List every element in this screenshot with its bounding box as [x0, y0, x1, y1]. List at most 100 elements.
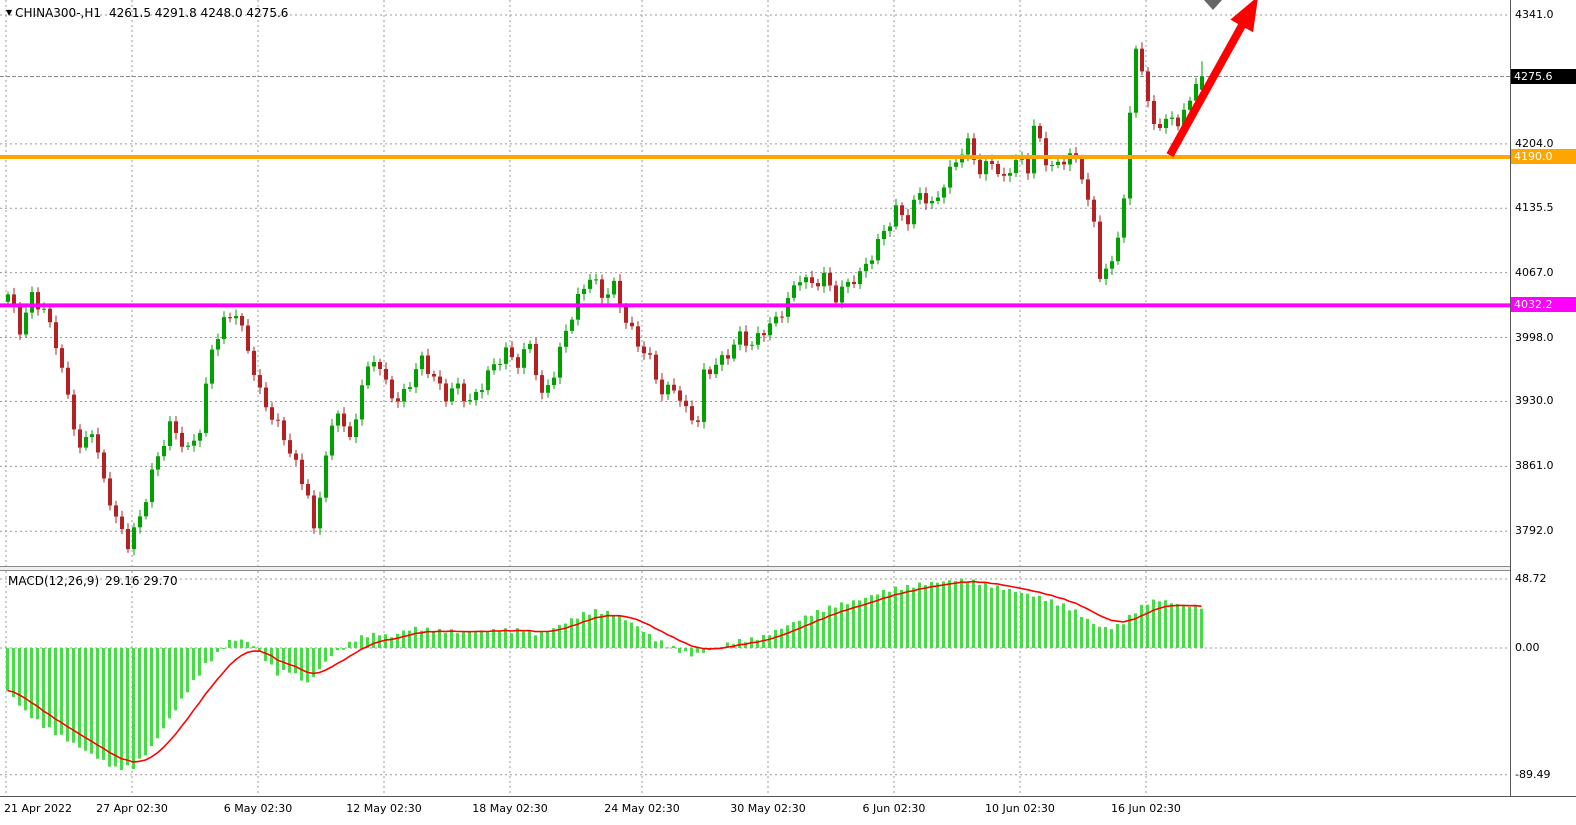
price-axis-label: 3792.0	[1515, 524, 1554, 538]
candle-body	[12, 294, 16, 307]
price-axis[interactable]: 4341.0 4275.6 4204.0 4190.0 4135.5 4067.0 4032…	[1510, 0, 1576, 796]
macd-bar	[138, 648, 141, 759]
price-axis-label: 3998.0	[1515, 330, 1554, 344]
candle-body	[660, 379, 664, 395]
macd-bar	[390, 637, 393, 649]
macd-bar	[222, 648, 225, 650]
candle-body	[474, 391, 478, 401]
candle-body	[636, 326, 640, 347]
macd-bar	[612, 616, 615, 649]
macd-bar	[384, 634, 387, 649]
candle-body	[1188, 100, 1192, 110]
macd-bar	[780, 628, 783, 649]
macd-bar	[918, 582, 921, 649]
candle-body	[312, 495, 316, 529]
candle-body	[354, 419, 358, 438]
macd-bar	[810, 615, 813, 649]
price-tag-current: 4275.6	[1511, 68, 1576, 84]
macd-bar	[294, 648, 297, 674]
macd-bar	[666, 647, 669, 649]
macd-bar	[774, 630, 777, 649]
symbol-ohlc-values: 4261.5 4291.8 4248.0 4275.6	[109, 6, 289, 20]
macd-bar	[246, 641, 249, 649]
macd-bar	[552, 628, 555, 649]
candle-body	[60, 348, 64, 368]
macd-bar	[468, 632, 471, 649]
candlestick-chart[interactable]	[0, 0, 1510, 566]
time-axis[interactable]: 21 Apr 2022 27 Apr 02:30 6 May 02:30 12 May…	[0, 796, 1576, 825]
macd-indicator-label: MACD(12,26,9) 29.16 29.70	[8, 574, 178, 588]
candle-body	[1038, 125, 1042, 139]
candle-body	[510, 347, 514, 358]
macd-bar	[414, 626, 417, 649]
candle-body	[480, 390, 484, 392]
macd-bar	[1164, 600, 1167, 649]
candle-body	[834, 285, 838, 303]
candle-body	[78, 429, 82, 448]
macd-bar	[1104, 627, 1107, 649]
price-axis-label: 3861.0	[1515, 459, 1554, 473]
price-axis-label: 4204.0	[1515, 136, 1554, 150]
macd-bar	[660, 640, 663, 649]
candle-body	[180, 432, 184, 447]
macd-bar	[264, 648, 267, 662]
macd-bar	[684, 648, 687, 652]
main-chart-area[interactable]	[0, 0, 1510, 566]
candle-body	[912, 199, 916, 225]
macd-bar	[606, 610, 609, 649]
macd-bar	[522, 631, 525, 649]
macd-bar	[882, 589, 885, 649]
candle-body	[276, 419, 280, 421]
candle-body	[522, 349, 526, 368]
panel-divider[interactable]	[0, 566, 1576, 571]
candle-body	[558, 346, 562, 378]
macd-bar	[474, 631, 477, 649]
macd-panel[interactable]	[0, 571, 1510, 796]
candle-body	[846, 281, 850, 287]
macd-chart[interactable]	[0, 571, 1510, 796]
candle-body	[432, 373, 436, 377]
candle-body	[204, 383, 208, 433]
candle-body	[534, 343, 538, 376]
candle-body	[594, 279, 598, 281]
candle-body	[324, 455, 328, 498]
macd-bar	[528, 629, 531, 649]
candle-body	[234, 315, 238, 319]
candle-body	[288, 440, 292, 454]
price-axis-label: 4135.5	[1515, 201, 1554, 215]
candle-body	[1176, 117, 1180, 127]
candle-body	[1086, 179, 1090, 200]
macd-bar	[1086, 618, 1089, 649]
price-axis-label: 4341.0	[1515, 8, 1554, 22]
macd-bar	[84, 648, 87, 751]
macd-bar	[894, 586, 897, 649]
macd-bar	[1062, 603, 1065, 649]
macd-bar	[594, 609, 597, 649]
candle-body	[138, 516, 142, 528]
macd-bar	[672, 645, 675, 649]
candle-body	[72, 394, 76, 430]
macd-bar	[126, 648, 129, 766]
time-axis-label: 18 May 02:30	[472, 802, 548, 815]
candle-body	[798, 282, 802, 286]
macd-bar	[654, 641, 657, 649]
candle-body	[588, 279, 592, 289]
price-axis-label: 4067.0	[1515, 265, 1554, 279]
macd-bar	[540, 631, 543, 649]
candle-body	[108, 478, 112, 506]
candle-body	[1056, 161, 1060, 165]
macd-bar	[960, 578, 963, 649]
candle-body	[948, 166, 952, 188]
candle-body	[552, 377, 556, 386]
trend-arrow[interactable]	[1166, 0, 1258, 158]
candle-body	[1152, 100, 1156, 124]
candle-body	[888, 226, 892, 231]
candle-body	[702, 369, 706, 422]
candle-body	[186, 445, 190, 447]
candle-body	[756, 333, 760, 345]
symbol-dropdown-icon[interactable]: ▼	[6, 8, 13, 17]
candle-body	[270, 407, 274, 420]
macd-bar	[744, 642, 747, 649]
price-tag-orange: 4190.0	[1511, 149, 1576, 164]
candle-body	[1026, 157, 1030, 174]
